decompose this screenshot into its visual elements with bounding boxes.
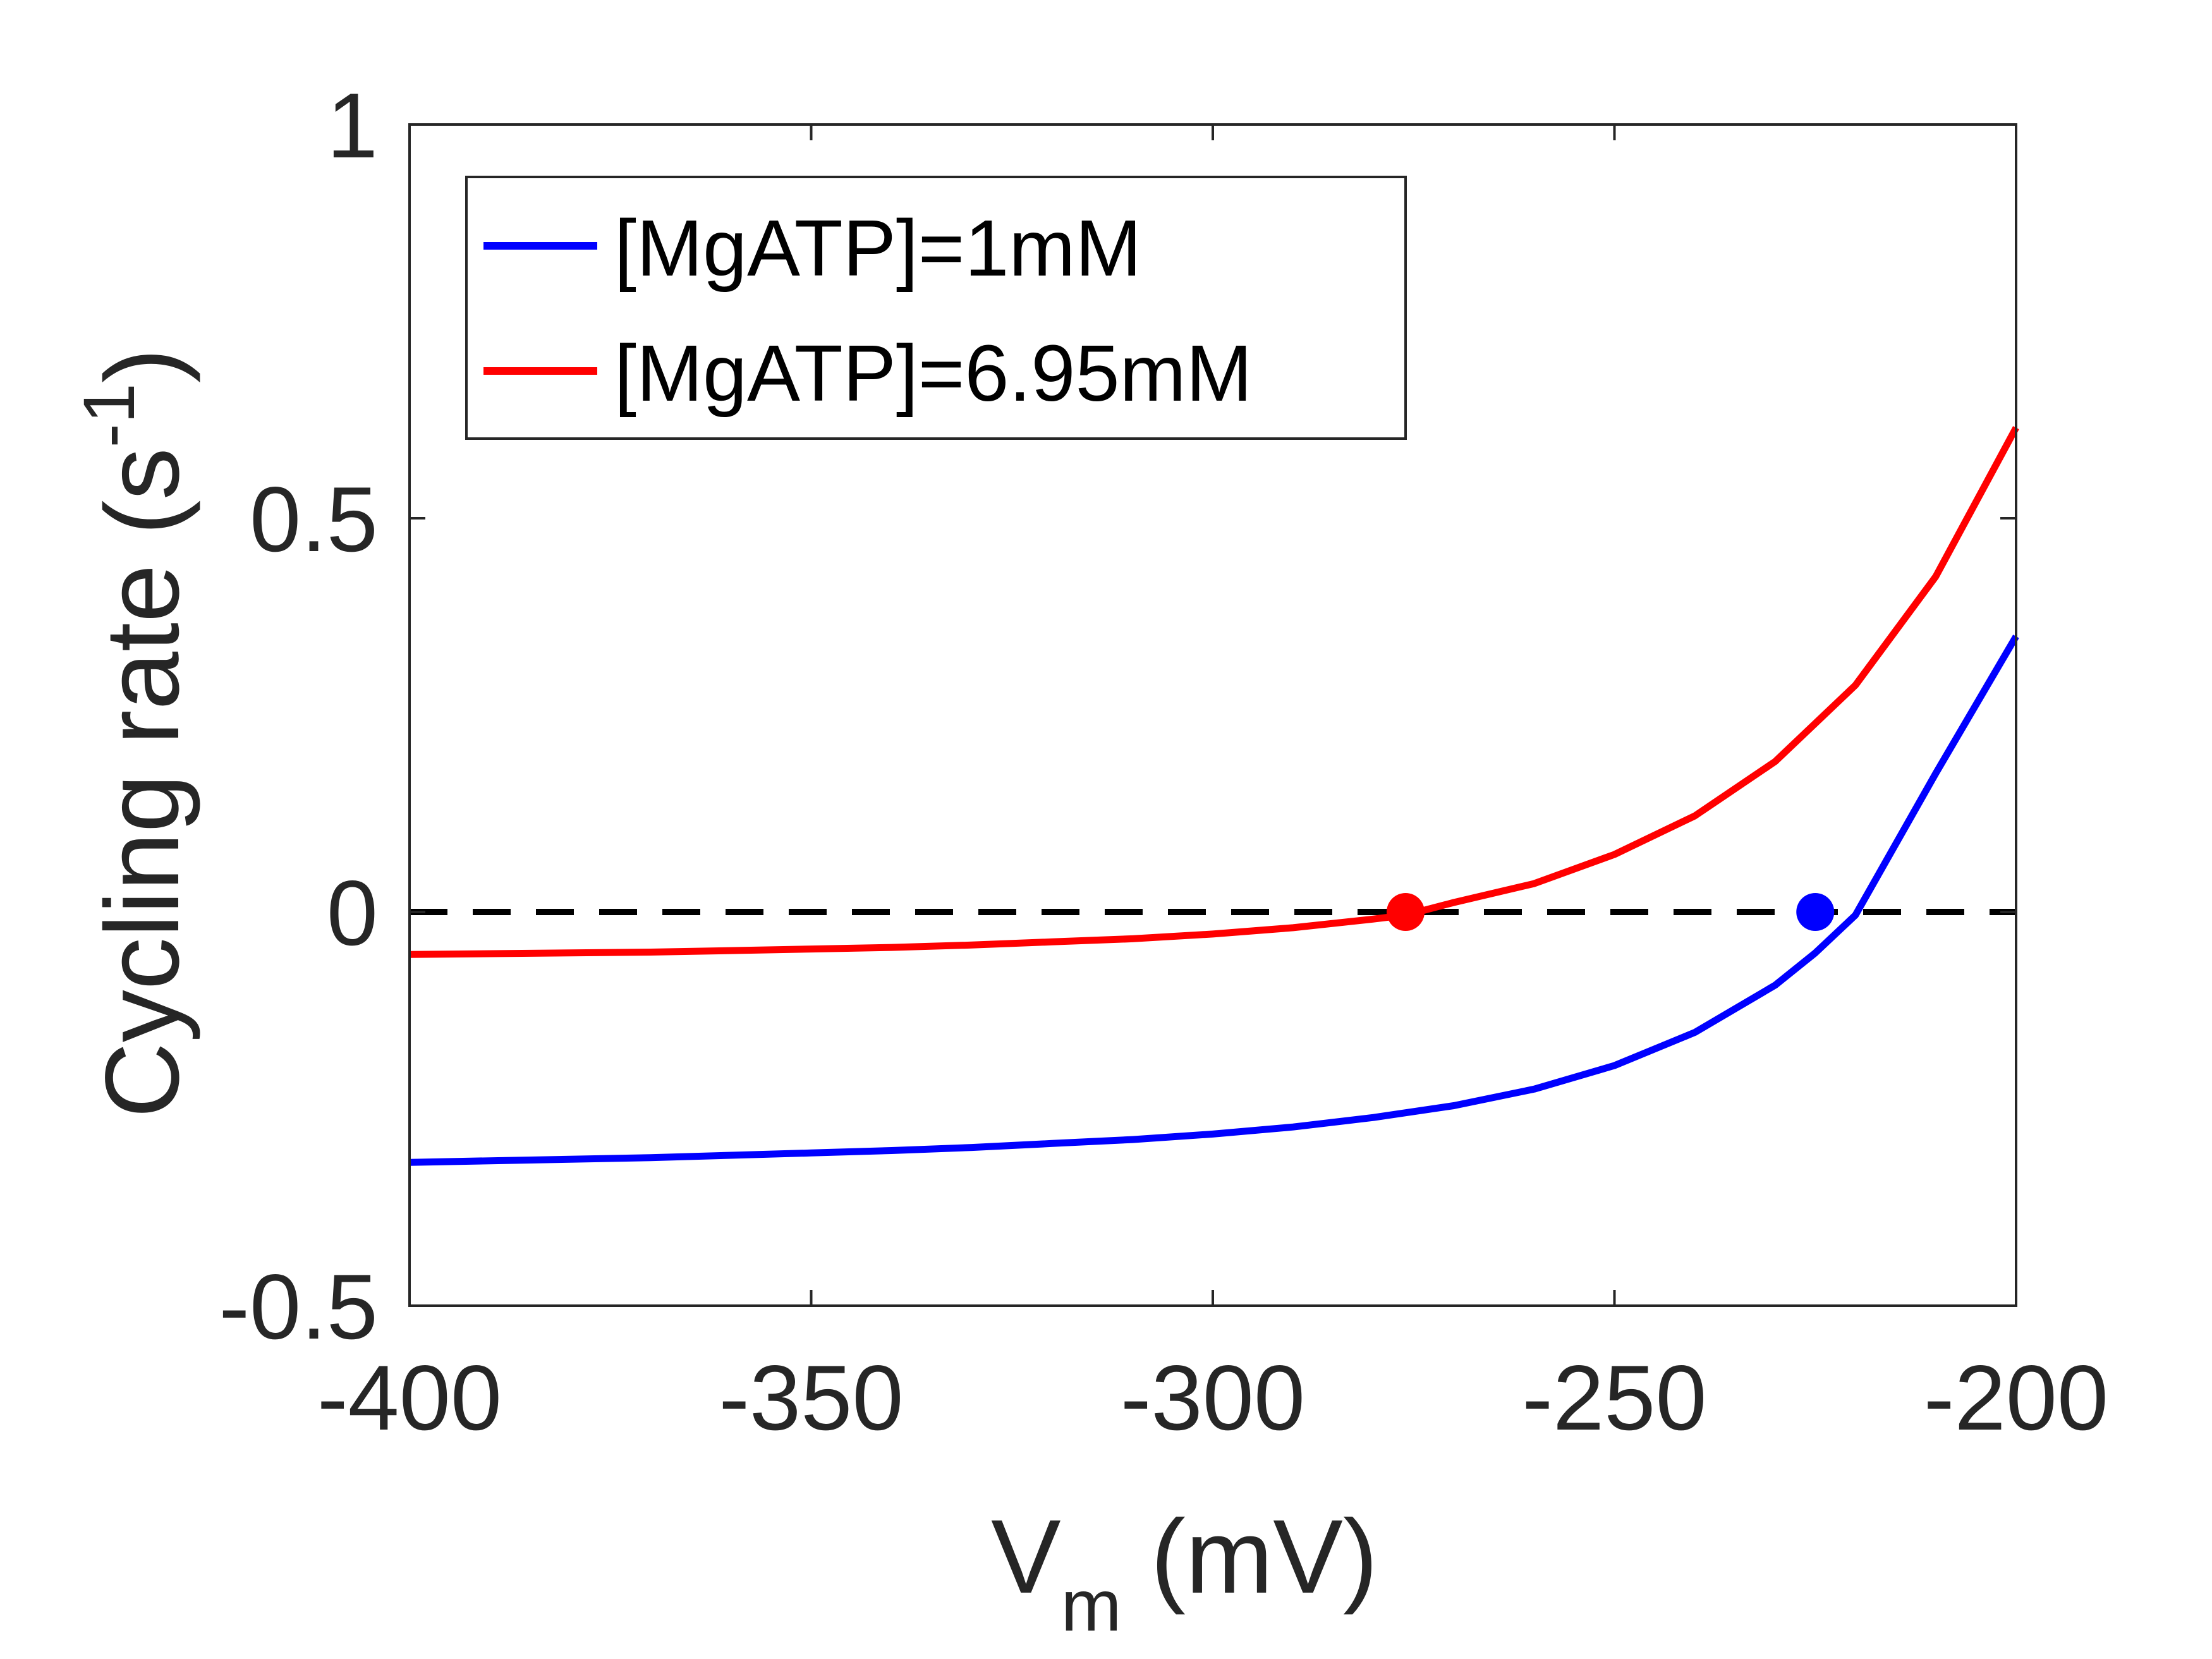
x-tick-label: -350 [719,1346,903,1449]
plot-area [409,426,2019,1166]
y-axis-title-rest: ) [84,348,201,383]
x-tick-label: -250 [1522,1346,1706,1449]
axes-frame [408,123,2017,1307]
y-tick-label: 1 [327,74,378,177]
axis-ticks: -400 -350 -300 -250 -200 -0.5 0 0.5 1 [219,74,2108,1449]
y-tick-label: 0 [327,861,378,964]
x-tick-label: -300 [1121,1346,1305,1449]
zero-crossing-marker-mgatp-1mm [1796,893,1835,931]
legend: [MgATP]=1mM [MgATP]=6.95mM [465,176,1407,440]
x-axis-title-subscript: m [1061,1565,1122,1646]
y-tick-label: 0.5 [250,468,378,571]
legend-label-mgatp-1mm: [MgATP]=1mM [614,204,1141,293]
legend-label-mgatp-6-95mm: [MgATP]=6.95mM [614,329,1252,418]
series-line-mgatp-6-95mm [409,426,2019,958]
series-line-mgatp-1mm [409,635,2019,1166]
x-axis-title-main: V [991,1498,1061,1615]
y-axis-title-superscript: -1 [69,383,150,447]
y-axis-title: Cycling rate (s-1) [69,348,201,1118]
legend-box [465,176,1407,440]
y-tick-label: -0.5 [219,1255,378,1358]
x-axis-title-rest: (mV) [1122,1498,1378,1615]
x-tick-label: -200 [1924,1346,2108,1449]
y-axis-title-main: Cycling rate (s [84,447,201,1118]
x-tick-label: -400 [317,1346,502,1449]
zero-crossing-marker-mgatp-6-95mm [1387,893,1425,931]
x-axis-title: Vm (mV) [991,1498,1378,1646]
